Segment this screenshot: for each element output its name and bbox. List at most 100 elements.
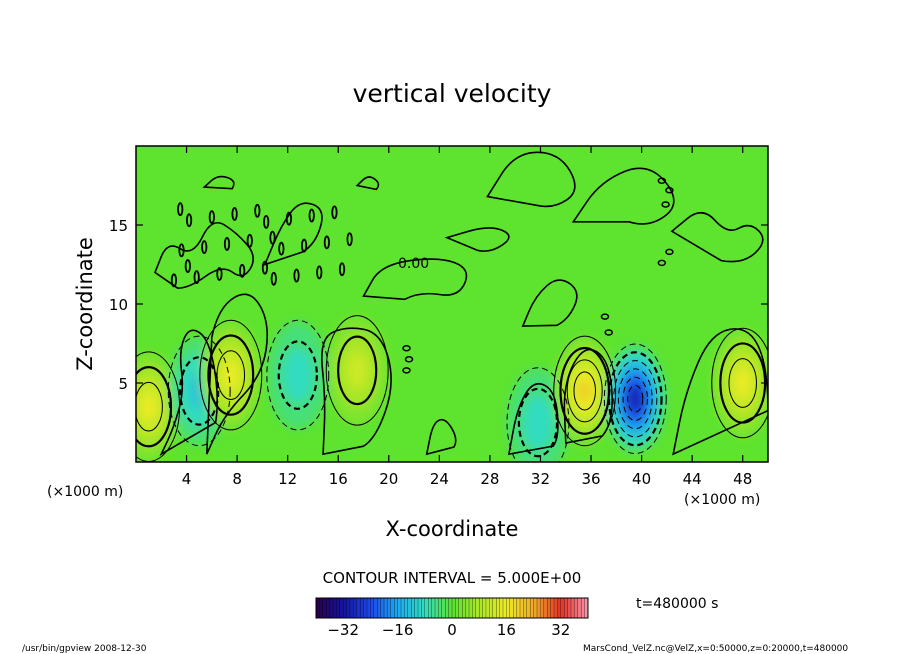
field-blob [522, 395, 554, 450]
small-contour [323, 235, 330, 250]
small-contour [216, 267, 223, 281]
small-contour [402, 344, 411, 352]
colorbar-swatch [560, 597, 565, 619]
colorbar-swatch [502, 597, 507, 619]
colorbar-swatch [326, 597, 331, 619]
y-tick-label: 10 [109, 296, 128, 314]
contour-ring [617, 368, 653, 430]
colorbar-swatch [523, 597, 528, 619]
contour-ring [517, 387, 559, 458]
colorbar-swatch [404, 597, 409, 619]
small-contour [239, 263, 246, 278]
colorbar-swatch [455, 597, 460, 619]
contour-ring [607, 351, 663, 447]
colorbar-swatch [383, 597, 388, 619]
small-contour [657, 259, 667, 267]
zero-contour [159, 329, 219, 457]
small-contour [657, 177, 667, 185]
colorbar-swatch [360, 597, 365, 619]
colorbar-swatch [536, 597, 541, 619]
colorbar-swatch [363, 597, 368, 619]
small-contour [231, 207, 238, 221]
colorbar-swatch [343, 597, 348, 619]
zero-contour [571, 167, 675, 225]
small-contour [201, 240, 208, 255]
contour-ring [622, 376, 648, 421]
small-contour [208, 210, 215, 225]
contour-ring [199, 319, 263, 431]
contour-ring [266, 319, 330, 431]
contour-ring [553, 335, 617, 447]
x-axis-label: X-coordinate [386, 517, 519, 541]
chart-title: vertical velocity [353, 79, 552, 108]
colorbar-swatch [570, 597, 575, 619]
small-contour [346, 232, 353, 247]
colorbar-swatch [526, 597, 531, 619]
small-contour [263, 214, 270, 229]
colorbar-swatch [424, 597, 429, 619]
footer-right: MarsCond_VelZ.nc@VelZ,x=0:50000,z=0:2000… [583, 644, 848, 654]
colorbar-swatch [506, 597, 511, 619]
colorbar-swatch [377, 597, 382, 619]
small-contour [665, 186, 674, 194]
colorbar-swatch [356, 597, 361, 619]
field-blob [578, 380, 591, 402]
colorbar-swatch [492, 597, 497, 619]
small-contour [193, 270, 200, 285]
colorbar-swatch [346, 597, 351, 619]
contour-ring [136, 381, 163, 432]
colorbar-swatch [448, 597, 453, 619]
zero-contour [425, 418, 457, 456]
colorbar-tick-label: 32 [551, 621, 570, 639]
contour-ring [613, 360, 658, 438]
small-contour [402, 367, 411, 374]
small-contour [338, 262, 346, 277]
y-tick-label: 15 [109, 217, 128, 235]
colorbar-swatch [373, 597, 378, 619]
colorbar-tick-label: −32 [327, 621, 359, 639]
zero-contour [355, 176, 380, 191]
colorbar-swatch [577, 597, 582, 619]
time-label: t=480000 s [636, 596, 718, 612]
x-tick-label: 48 [733, 470, 752, 488]
colorbar-swatch [349, 597, 354, 619]
colorbar-swatch [390, 597, 395, 619]
colorbar-swatch [438, 597, 443, 619]
small-contour [665, 248, 674, 256]
colorbar-swatch [509, 597, 514, 619]
small-contour [178, 243, 185, 258]
colorbar-swatch [489, 597, 494, 619]
contour-ring [573, 371, 596, 411]
contour-ring [216, 350, 246, 400]
zero-contour [202, 175, 235, 190]
colorbar-tick-label: 16 [497, 621, 516, 639]
contour-ring [337, 335, 378, 406]
zero-contour [444, 227, 510, 252]
colorbar-swatch [540, 597, 545, 619]
zero-contour [486, 151, 576, 208]
colorbar-tick-label: −16 [382, 621, 414, 639]
zero-contour [206, 293, 269, 455]
zero-contour [672, 328, 768, 456]
small-contour [331, 205, 338, 220]
colorbar-swatch [475, 597, 480, 619]
colorbar-swatch [417, 597, 422, 619]
small-contour [246, 233, 253, 248]
colorbar-swatch [397, 597, 402, 619]
contour-ring [167, 335, 231, 447]
colorbar-swatch [485, 597, 490, 619]
small-contour [285, 211, 293, 226]
small-contour [278, 241, 285, 256]
small-contour [604, 329, 613, 336]
footer-left: /usr/bin/gpview 2008-12-30 [22, 644, 147, 654]
colorbar-swatch [557, 597, 562, 619]
colorbar-swatch [458, 597, 463, 619]
colorbar-swatch [366, 597, 371, 619]
colorbar-swatch [441, 597, 446, 619]
colorbar-swatch [315, 597, 320, 619]
small-contour [404, 356, 414, 363]
colorbar-swatch [479, 597, 484, 619]
colorbar-swatch [468, 597, 473, 619]
x-tick-label: 36 [581, 470, 600, 488]
